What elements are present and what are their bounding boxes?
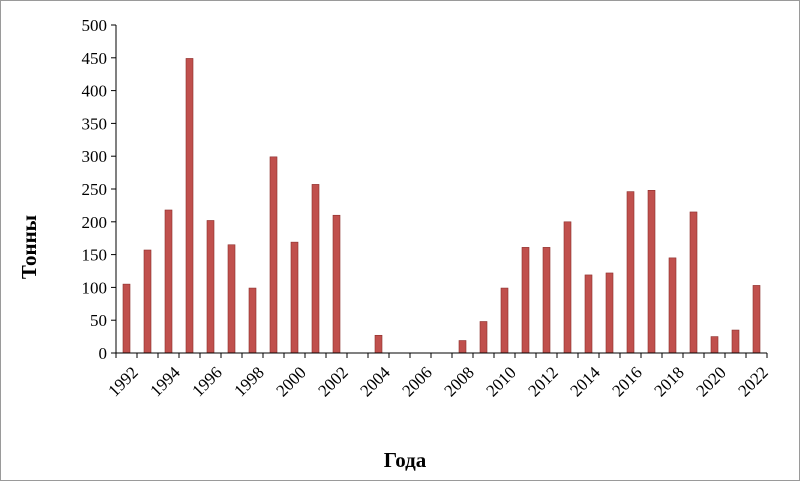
y-tick-label: 150 xyxy=(82,246,108,265)
bar-2004 xyxy=(374,334,383,354)
bar-2019 xyxy=(689,211,698,354)
bar-1994 xyxy=(164,209,173,354)
bar-2009 xyxy=(479,321,488,354)
bar-1996 xyxy=(206,220,215,354)
x-tick-label: 2014 xyxy=(566,363,604,401)
x-axis-ticks: 1992 1994 1996 1998 2000 2002 2004 2006 2008 2010… xyxy=(104,353,772,401)
x-tick-label: 2008 xyxy=(440,363,477,400)
x-tick-label: 2002 xyxy=(314,363,351,400)
bar-2010 xyxy=(500,287,509,354)
y-tick-label: 200 xyxy=(82,213,108,232)
bar-1998 xyxy=(248,287,257,354)
bar-2016 xyxy=(626,191,635,354)
bar-2020 xyxy=(710,336,719,354)
y-tick-label: 50 xyxy=(90,311,107,330)
bar-2022 xyxy=(752,285,761,354)
bar-1997 xyxy=(227,244,236,354)
bar-2012 xyxy=(542,247,551,354)
x-tick-label: 2018 xyxy=(650,363,687,400)
y-axis-ticks: 0 50 100 150 200 250 300 350 400 450 500 xyxy=(82,16,116,363)
x-tick-label: 2010 xyxy=(482,363,519,400)
y-axis-title: Тонны xyxy=(17,215,41,279)
x-tick-label: 1994 xyxy=(146,363,184,401)
x-tick-label: 1998 xyxy=(230,363,267,400)
x-tick-label: 1992 xyxy=(104,363,141,400)
x-tick-label: 2000 xyxy=(272,363,309,400)
x-tick-label: 2006 xyxy=(398,363,435,400)
bar-2008 xyxy=(458,340,467,354)
y-tick-label: 350 xyxy=(82,114,108,133)
x-axis-title: Года xyxy=(384,448,427,472)
y-tick-label: 300 xyxy=(82,147,108,166)
x-tick-label: 2020 xyxy=(692,363,729,400)
bar-2013 xyxy=(563,221,572,354)
bar-2001 xyxy=(311,184,320,354)
bars xyxy=(122,58,761,354)
y-tick-label: 400 xyxy=(82,82,108,101)
y-tick-label: 0 xyxy=(99,344,108,363)
bar-1999 xyxy=(269,156,278,354)
bar-2015 xyxy=(605,272,614,354)
bar-2018 xyxy=(668,257,677,354)
y-tick-label: 250 xyxy=(82,180,108,199)
bar-1993 xyxy=(143,249,152,354)
x-tick-label: 1996 xyxy=(188,363,225,400)
bar-2011 xyxy=(521,247,530,354)
x-tick-label: 2016 xyxy=(608,363,645,400)
x-tick-label: 2004 xyxy=(356,363,394,401)
x-tick-label: 2022 xyxy=(734,363,771,400)
bar-2002 xyxy=(332,214,341,354)
y-tick-label: 500 xyxy=(82,16,108,35)
bar-2000 xyxy=(290,241,299,354)
bar-2014 xyxy=(584,274,593,354)
bar-1995 xyxy=(185,58,194,354)
x-tick-label: 2012 xyxy=(524,363,561,400)
bar-2021 xyxy=(731,329,740,354)
bar-1992 xyxy=(122,283,131,354)
bar-2017 xyxy=(647,190,656,354)
y-tick-label: 450 xyxy=(82,49,108,68)
y-tick-label: 100 xyxy=(82,278,108,297)
